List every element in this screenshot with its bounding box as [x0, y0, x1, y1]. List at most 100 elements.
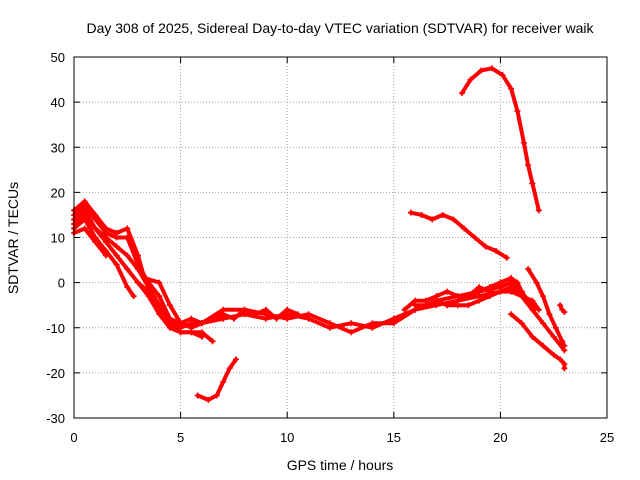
data-point	[454, 302, 461, 309]
data-point	[220, 378, 227, 385]
data-point	[145, 288, 152, 295]
y-tick-label: 30	[51, 140, 65, 155]
data-point	[252, 311, 259, 318]
data-point	[550, 333, 557, 340]
data-point	[514, 108, 521, 115]
data-point	[465, 302, 472, 309]
y-tick-label: 10	[51, 231, 65, 246]
data-point	[369, 320, 376, 327]
data-point	[209, 315, 216, 322]
data-point	[412, 302, 419, 309]
data-point	[557, 302, 564, 309]
data-point	[124, 284, 131, 291]
data-point	[459, 90, 466, 97]
data-point	[241, 306, 248, 313]
data-point	[81, 207, 88, 214]
data-point	[540, 342, 547, 349]
ticks: 0 5 10 15 20 25 -30 -20 -10 0 10 20 30 40 50	[46, 50, 614, 445]
grid	[74, 57, 607, 418]
data-point	[433, 297, 440, 304]
series-line	[72, 226, 108, 258]
data-point	[493, 248, 500, 255]
data-point	[508, 275, 515, 282]
data-point	[348, 320, 355, 327]
data-point	[508, 288, 515, 295]
data-point	[390, 320, 397, 327]
data-point	[503, 254, 510, 261]
x-tick-label: 15	[387, 430, 401, 445]
x-tick-label: 20	[493, 430, 507, 445]
series-line	[195, 357, 238, 402]
data-point	[482, 243, 489, 250]
series-track-8	[194, 356, 240, 403]
data-point	[525, 162, 532, 169]
data-point	[418, 211, 425, 218]
data-point	[194, 392, 201, 399]
data-point	[113, 243, 120, 250]
data-point	[348, 329, 355, 336]
data-point	[177, 320, 184, 327]
data-point	[92, 216, 99, 223]
data-point	[557, 356, 564, 363]
data-point	[488, 65, 495, 72]
data-point	[508, 311, 515, 318]
data-point	[113, 261, 120, 268]
data-point	[113, 252, 120, 259]
data-point	[529, 297, 536, 304]
data-point	[499, 72, 506, 79]
y-tick-label: -10	[46, 321, 65, 336]
data-point	[188, 315, 195, 322]
x-tick-label: 25	[600, 430, 614, 445]
data-point	[156, 279, 163, 286]
data-point	[92, 239, 99, 246]
data-point	[486, 293, 493, 300]
data-point	[518, 320, 525, 327]
data-point	[478, 67, 485, 74]
data-point	[444, 302, 451, 309]
y-tick-label: 50	[51, 50, 65, 65]
data-point	[471, 234, 478, 241]
data-point	[198, 320, 205, 327]
data-point	[444, 288, 451, 295]
y-tick-label: 0	[58, 276, 65, 291]
y-axis-label: SDTVAR / TECUs	[5, 182, 21, 294]
data-point	[198, 329, 205, 336]
data-point	[529, 333, 536, 340]
data-point	[529, 180, 536, 187]
data-point	[213, 392, 220, 399]
data-point	[102, 239, 109, 246]
data-point	[465, 293, 472, 300]
data-point	[124, 234, 131, 241]
series-line	[72, 203, 567, 353]
data-point	[284, 315, 291, 322]
data-point	[230, 315, 237, 322]
data-point	[262, 306, 269, 313]
data-point	[439, 211, 446, 218]
data-point	[540, 320, 547, 327]
data-point	[561, 365, 568, 372]
data-point	[497, 288, 504, 295]
data-point	[177, 329, 184, 336]
data-point	[508, 85, 515, 92]
series-track-15	[508, 311, 568, 372]
data-point	[124, 266, 131, 273]
x-axis-label: GPS time / hours	[287, 457, 394, 473]
data-point	[233, 356, 240, 363]
data-point	[156, 293, 163, 300]
series-line	[408, 210, 509, 260]
data-point	[476, 297, 483, 304]
series-track-7	[134, 279, 301, 327]
data-point	[305, 311, 312, 318]
data-point	[401, 306, 408, 313]
y-tick-label: -20	[46, 366, 65, 381]
chart-title: Day 308 of 2025, Sidereal Day-to-day VTE…	[86, 20, 594, 36]
data-point	[559, 338, 566, 345]
data-point	[113, 234, 120, 241]
data-point	[226, 365, 233, 372]
data-point	[166, 302, 173, 309]
data-point	[540, 293, 547, 300]
data-point	[92, 225, 99, 232]
data-point	[273, 315, 280, 322]
data-point	[561, 342, 568, 349]
